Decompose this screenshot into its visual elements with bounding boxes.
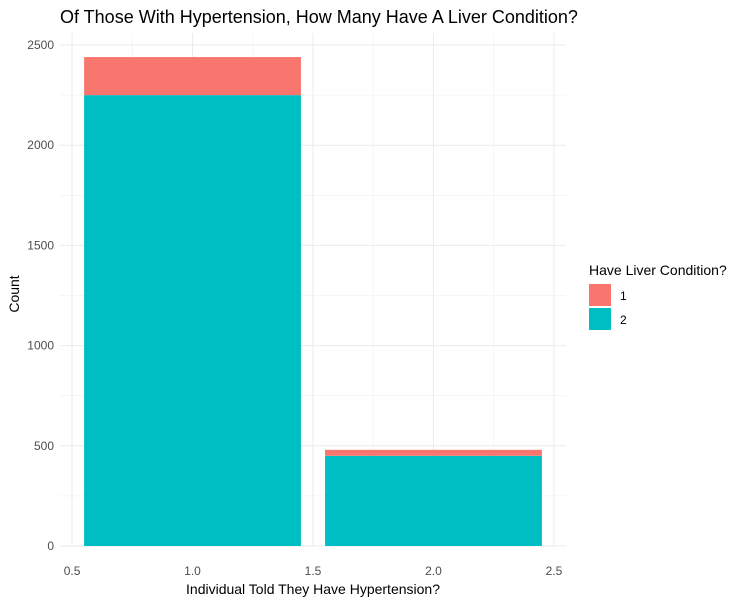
- legend-key-2: [589, 308, 611, 330]
- x-tick-label: 1.5: [305, 564, 322, 578]
- legend-key-1: [589, 284, 611, 306]
- legend-label-2: 2: [620, 313, 627, 327]
- legend-title: Have Liver Condition?: [589, 262, 727, 278]
- y-tick-label: 2500: [27, 38, 54, 52]
- y-tick-label: 2000: [27, 138, 54, 152]
- chart-title: Of Those With Hypertension, How Many Hav…: [60, 7, 578, 27]
- x-tick-label: 1.0: [184, 564, 201, 578]
- legend: Have Liver Condition? 1 2: [589, 262, 727, 330]
- y-axis-title: Count: [6, 275, 22, 312]
- x-tick-label: 2.5: [546, 564, 563, 578]
- x-axis-title: Individual Told They Have Hypertension?: [186, 581, 440, 597]
- y-tick-label: 1000: [27, 339, 54, 353]
- y-tick-label: 1500: [27, 238, 54, 252]
- y-tick-label: 0: [47, 539, 54, 553]
- y-tick-label: 500: [34, 439, 54, 453]
- bar-segment-2: [325, 455, 542, 546]
- x-axis-tick-labels: 0.5 1.0 1.5 2.0 2.5: [64, 564, 563, 578]
- y-axis-tick-labels: 0 500 1000 1500 2000 2500: [27, 38, 54, 553]
- bars: [84, 57, 542, 546]
- legend-label-1: 1: [620, 289, 627, 303]
- bar-segment-1: [84, 57, 301, 96]
- x-tick-label: 2.0: [425, 564, 442, 578]
- x-tick-label: 0.5: [64, 564, 81, 578]
- bar-segment-1: [325, 449, 542, 456]
- bar-segment-2: [84, 95, 301, 546]
